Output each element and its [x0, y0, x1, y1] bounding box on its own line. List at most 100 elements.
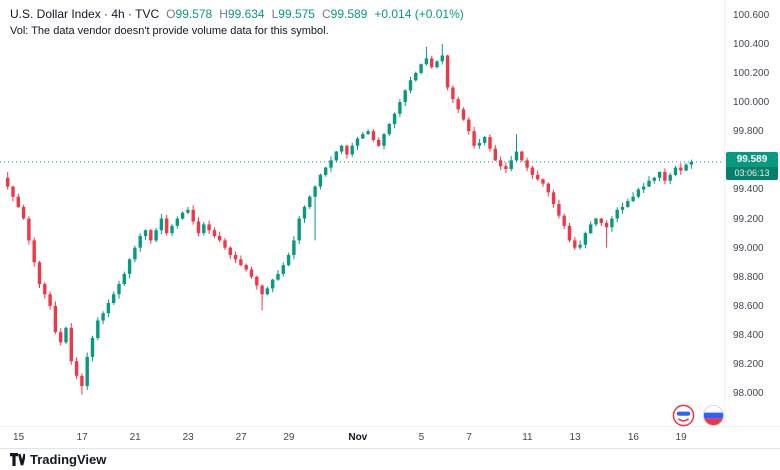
price-tick-label: 98.000 — [733, 388, 764, 400]
candle-body — [96, 320, 100, 338]
price-tick-label: 99.200 — [733, 213, 764, 225]
candle-body — [318, 174, 323, 187]
candle-body — [16, 196, 20, 207]
candle-body — [392, 113, 397, 124]
last-price-label: 99.589 — [726, 151, 778, 167]
sunglasses-emoji-icon — [672, 404, 695, 427]
change-value: +0.014 (+0.01%) — [374, 7, 464, 21]
candle-body — [408, 80, 413, 91]
candle-body — [615, 209, 619, 219]
volume-note: Vol: The data vendor doesn't provide vol… — [10, 25, 329, 37]
candle-body — [255, 276, 259, 286]
candle-body — [430, 58, 434, 68]
candle-body — [551, 192, 556, 204]
candle-body — [175, 218, 179, 226]
candle-body — [127, 259, 132, 274]
candle-body — [186, 209, 190, 213]
reaction-emoji-icon-2[interactable] — [702, 404, 725, 427]
candle-body — [138, 236, 142, 248]
candle-body — [477, 142, 482, 146]
candle-body — [366, 131, 370, 135]
candle-body — [467, 119, 471, 132]
candle-body — [483, 137, 487, 143]
close-label: C — [321, 7, 331, 21]
candle-body — [589, 224, 593, 234]
tradingview-logo-icon[interactable] — [10, 453, 25, 466]
candle-body — [59, 332, 63, 343]
candle-body — [239, 259, 243, 266]
open-label: O — [166, 7, 176, 21]
candle-body — [445, 55, 450, 88]
price-axis[interactable]: 100.600 100.400 100.200 100.000 99.800 99.400… — [724, 0, 780, 426]
symbol-title[interactable]: U.S. Dollar Index · 4h · TVC — [10, 7, 160, 21]
candle-body — [249, 269, 254, 277]
time-tick-label: 16 — [627, 432, 639, 443]
bottom-bar: TradingView — [0, 448, 780, 470]
candle-body — [334, 151, 338, 161]
candle-body — [520, 151, 524, 161]
price-tick-label: 98.400 — [733, 330, 764, 342]
candle-body — [218, 236, 222, 241]
candle-body — [112, 294, 116, 303]
candle-body — [90, 337, 95, 357]
candle-body — [647, 180, 651, 187]
price-tick-label: 100.600 — [733, 9, 770, 21]
candle-body — [514, 151, 519, 161]
candlestick-chart[interactable] — [0, 0, 724, 426]
candle-body — [276, 273, 280, 280]
candle-body — [689, 161, 694, 165]
time-tick-label: 21 — [129, 432, 141, 443]
tradingview-brand[interactable]: TradingView — [30, 452, 107, 467]
candle-body — [170, 225, 174, 234]
candle-body — [451, 87, 455, 100]
price-tick-label: 98.600 — [733, 300, 764, 312]
candle-body — [191, 209, 195, 222]
symbol-legend: U.S. Dollar Index · 4h · TVC O99.578 H99.6… — [10, 7, 464, 21]
time-axis[interactable]: 15 17 21 23 27 29 Nov 5 7 11 13 16 19 — [0, 426, 780, 449]
candle-body — [642, 186, 646, 190]
candle-body — [21, 206, 26, 219]
candle-body — [350, 145, 354, 155]
candle-body — [286, 254, 291, 266]
candle-body — [493, 148, 497, 161]
candle-body — [302, 206, 307, 219]
candle-body — [265, 288, 270, 295]
candle-body — [631, 196, 635, 202]
candle-body — [403, 90, 407, 103]
low-value: 99.575 — [278, 7, 315, 21]
candle-body — [101, 313, 105, 321]
candle-body — [133, 247, 137, 260]
candle-body — [371, 131, 376, 140]
candle-body — [382, 134, 386, 146]
candle-body — [424, 58, 429, 65]
candle-body — [377, 139, 381, 146]
candle-body — [620, 206, 625, 210]
candle-body — [80, 375, 84, 386]
candle-body — [504, 166, 508, 170]
candle-body — [387, 123, 391, 135]
reaction-emoji-icon-1[interactable] — [672, 404, 695, 427]
close-value: 99.589 — [330, 7, 368, 21]
candle-body — [610, 218, 614, 228]
candle-body — [223, 240, 227, 248]
candle-body — [329, 160, 333, 168]
candle-body — [673, 167, 678, 175]
candle-body — [626, 201, 630, 207]
time-tick-label: 7 — [466, 432, 472, 443]
candle-body — [85, 356, 89, 386]
price-tick-label: 99.800 — [733, 126, 764, 138]
candle-body — [159, 218, 164, 231]
candle-body — [180, 212, 185, 219]
low-label: L — [271, 7, 279, 21]
candle-body — [684, 164, 688, 171]
candle-body — [663, 171, 667, 181]
high-value: 99.634 — [227, 7, 265, 21]
candle-body — [557, 204, 561, 216]
candle-body — [165, 218, 169, 234]
candle-body — [594, 218, 598, 225]
price-tick-label: 99.000 — [733, 242, 764, 254]
candle-body — [536, 174, 540, 180]
candle-body — [74, 361, 79, 376]
price-tick-label: 98.800 — [733, 271, 764, 283]
candle-body — [668, 174, 672, 181]
